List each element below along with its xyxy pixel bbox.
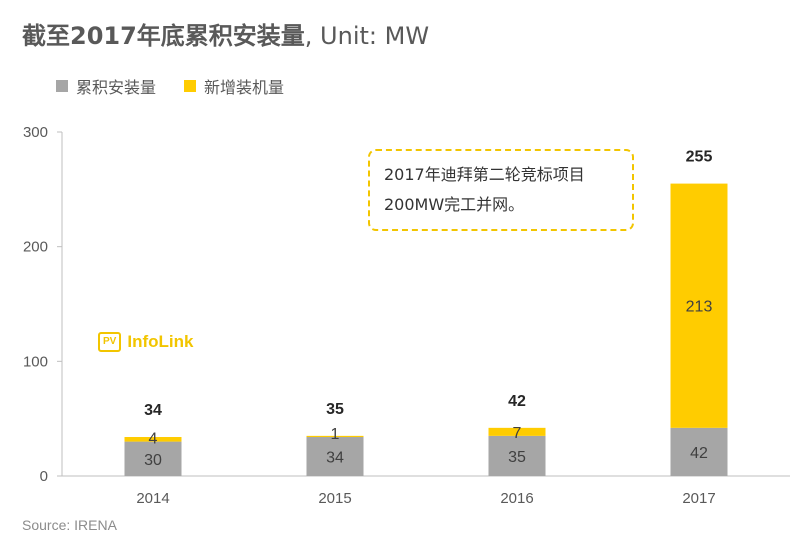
annotation-box: 2017年迪拜第二轮竞标项目 200MW完工并网。 — [368, 149, 634, 231]
bar-segment-cumulative — [306, 437, 364, 476]
data-label: 30 — [144, 452, 162, 469]
bar-segment-cumulative — [124, 441, 182, 476]
annotation-line-1: 2017年迪拜第二轮竞标项目 — [384, 165, 585, 184]
total-label: 255 — [686, 149, 713, 166]
y-tick-label: 200 — [23, 239, 48, 256]
bar-segment-cumulative — [488, 435, 546, 476]
legend: 累积安装量 新增装机量 — [56, 74, 284, 98]
total-label: 35 — [326, 401, 344, 418]
chart-title: 截至2017年底累积安装量, Unit: MW — [22, 16, 429, 51]
data-label: 42 — [690, 445, 708, 462]
data-label: 34 — [326, 450, 344, 467]
title-main: 截至2017年底累积安装量 — [22, 22, 305, 50]
legend-label-cumulative: 累积安装量 — [76, 78, 157, 97]
data-label: 1 — [331, 426, 340, 443]
bar-segment-cumulative — [670, 427, 728, 476]
legend-item-new: 新增装机量 — [184, 74, 284, 98]
bar-segment-new — [124, 437, 182, 442]
legend-swatch-cumulative — [56, 80, 68, 92]
total-label: 34 — [144, 402, 162, 419]
legend-swatch-new — [184, 80, 197, 92]
total-label: 42 — [508, 393, 526, 410]
x-tick-label: 2014 — [136, 490, 169, 507]
title-unit: , Unit: MW — [304, 22, 430, 50]
y-tick-label: 100 — [23, 353, 48, 370]
data-label: 213 — [686, 299, 713, 316]
data-label: 7 — [513, 425, 522, 442]
bar-segment-new — [306, 435, 364, 438]
logo-badge: PV — [98, 332, 122, 352]
data-label: 4 — [149, 431, 158, 448]
source-note: Source: IRENA — [22, 517, 117, 533]
legend-label-new: 新增装机量 — [204, 78, 285, 97]
legend-item-cumulative: 累积安装量 — [56, 74, 156, 98]
x-tick-label: 2015 — [318, 490, 351, 507]
bar-segment-new — [488, 427, 546, 436]
x-tick-label: 2017 — [682, 490, 715, 507]
infolink-logo: PV InfoLink — [98, 332, 193, 352]
bar-segment-new — [670, 183, 728, 428]
y-tick-label: 300 — [23, 124, 48, 141]
data-label: 35 — [508, 449, 526, 466]
y-tick-label: 0 — [40, 468, 48, 485]
annotation-line-2: 200MW完工并网。 — [384, 195, 525, 214]
x-tick-label: 2016 — [500, 490, 533, 507]
logo-text: InfoLink — [127, 332, 194, 351]
